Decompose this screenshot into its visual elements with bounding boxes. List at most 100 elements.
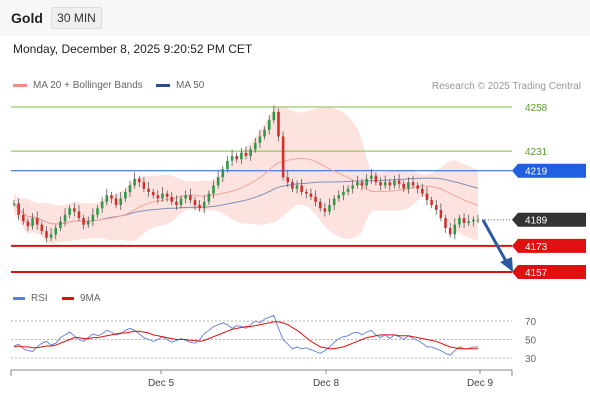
legend-rsi-swatch — [13, 297, 25, 300]
legend-rsi-label: RSI — [31, 293, 48, 304]
candle-body — [281, 136, 285, 178]
candle-body — [96, 208, 99, 215]
candle-body — [59, 221, 62, 228]
candle-body — [216, 177, 220, 186]
candle-body — [467, 221, 471, 223]
candle-body — [286, 177, 290, 183]
candle-body — [332, 198, 336, 206]
candle-body — [402, 183, 406, 189]
candle-body — [12, 203, 16, 205]
candle-body — [226, 160, 229, 170]
candle-body — [63, 214, 67, 222]
candle-body — [235, 156, 239, 160]
candle-body — [86, 221, 90, 225]
rsi-line — [13, 314, 478, 356]
candle-body — [272, 111, 276, 121]
legend-ma9-label: 9MA — [80, 293, 101, 304]
ma20-line — [13, 158, 479, 225]
candle-body — [35, 218, 39, 225]
level-box-4157 — [512, 265, 586, 279]
candle-body — [49, 234, 53, 238]
candle-body — [189, 195, 192, 201]
candle-body — [156, 195, 160, 199]
candle-body — [383, 182, 387, 186]
candle-body — [356, 182, 359, 186]
legend-ma50: MA 50 — [156, 80, 204, 91]
candle-body — [393, 180, 396, 186]
candle-body — [360, 182, 364, 186]
candle-body — [277, 111, 280, 137]
candle-body — [105, 195, 109, 202]
candle-body — [230, 156, 234, 161]
legend-bollinger-label: MA 20 + Bollinger Bands — [33, 80, 143, 91]
datetime-label: Monday, December 8, 2025 9:20:52 PM CET — [13, 42, 253, 56]
candle-body — [444, 218, 447, 228]
candle-body — [263, 129, 266, 137]
candle-body — [128, 185, 132, 192]
candle-body — [379, 182, 382, 186]
candle-body — [365, 178, 368, 186]
level-label-4258: 4258 — [525, 103, 548, 114]
candle-body — [198, 205, 201, 209]
legend-bollinger-swatch — [13, 84, 27, 87]
level-label-4173: 4173 — [525, 242, 548, 253]
level-label-4189: 4189 — [525, 216, 548, 227]
legend-ma9-swatch — [62, 297, 74, 300]
candle-body — [54, 227, 58, 235]
candle-body — [91, 214, 95, 222]
x-label-1: Dec 8 — [313, 378, 340, 389]
candle-body — [221, 169, 225, 178]
candle-body — [323, 208, 327, 212]
candle-body — [305, 191, 308, 194]
candle-body — [170, 196, 174, 202]
candle-body — [179, 198, 183, 206]
candle-body — [295, 185, 299, 189]
candle-body — [476, 219, 480, 221]
candle-body — [425, 193, 429, 201]
candle-body — [151, 191, 155, 196]
rsi-ma-line — [13, 321, 478, 350]
candle-body — [309, 193, 313, 197]
candle-body — [267, 120, 271, 130]
candle-body — [110, 195, 113, 199]
candle-body — [184, 195, 187, 199]
candle-body — [77, 211, 81, 219]
candle-body — [114, 198, 118, 206]
candle-body — [369, 175, 373, 179]
candle-body — [342, 191, 345, 196]
candle-body — [21, 214, 25, 222]
candle-body — [421, 188, 424, 194]
instrument-title: Gold — [11, 10, 43, 26]
candle-body — [165, 193, 169, 197]
candle-body — [40, 224, 44, 232]
legend-ma50-swatch — [156, 84, 170, 87]
timeframe-button[interactable]: 30 MIN — [51, 7, 102, 29]
legend-ma9: 9MA — [62, 293, 101, 304]
x-label-2: Dec 9 — [467, 378, 494, 389]
candle-body — [31, 218, 34, 227]
level-label-4231: 4231 — [525, 147, 548, 158]
candle-body — [142, 182, 146, 189]
candle-body — [351, 185, 355, 189]
candle-body — [253, 142, 257, 150]
candle-body — [244, 152, 248, 157]
legend-rsi: RSI — [13, 293, 48, 304]
candle-body — [124, 191, 127, 199]
candle-body — [26, 221, 30, 227]
rsi-label-70: 70 — [525, 317, 537, 328]
candle-body — [202, 201, 206, 209]
candle-body — [147, 188, 150, 192]
level-box-4219 — [512, 163, 586, 178]
candle-body — [100, 201, 104, 209]
candle-body — [346, 188, 350, 192]
candle-body — [137, 178, 141, 183]
bollinger-band-fill — [14, 105, 478, 244]
candle-body — [133, 178, 136, 186]
candle-body — [314, 196, 317, 202]
candle-body — [472, 219, 475, 222]
candle-body — [411, 182, 415, 186]
candle-body — [240, 152, 243, 160]
candle-body — [397, 180, 401, 184]
rsi-label-50: 50 — [525, 336, 537, 347]
